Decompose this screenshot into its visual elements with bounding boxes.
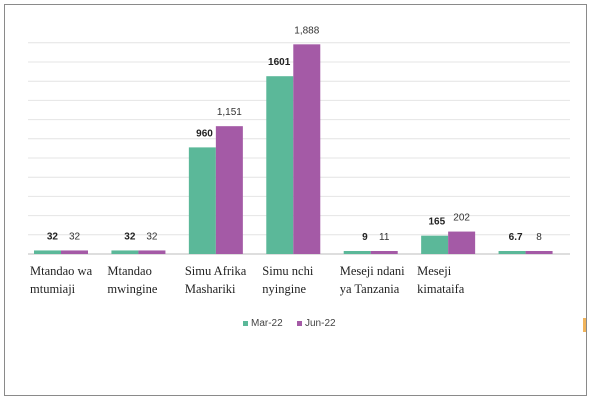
category-label: ya Tanzania: [340, 282, 400, 296]
legend-label: Mar-22: [251, 318, 283, 329]
bar-jun22-6: [525, 251, 553, 254]
bar-mar22-0: [34, 250, 61, 254]
category-label: kimataifa: [417, 282, 465, 296]
value-label: 32: [124, 231, 136, 242]
bar-mar22-4: [343, 251, 371, 254]
value-label: 202: [453, 213, 470, 224]
category-label: Mashariki: [185, 282, 236, 296]
legend-label: Jun-22: [305, 318, 336, 329]
value-label: 1601: [268, 57, 291, 68]
category-label: Simu nchi: [262, 264, 314, 278]
value-label: 32: [146, 231, 158, 242]
category-label: Meseji: [417, 264, 452, 278]
category-label: mwingine: [107, 282, 157, 296]
chart-frame: [4, 4, 587, 396]
legend-swatch: [243, 321, 248, 326]
value-label: 6.7: [509, 232, 523, 243]
bar-jun22-4: [370, 251, 398, 254]
value-label: 960: [196, 128, 213, 139]
value-label: 11: [379, 232, 390, 243]
bar-jun22-2: [215, 126, 243, 254]
bar-mar22-1: [111, 250, 139, 254]
category-label: Mtandao: [107, 264, 151, 278]
bar-jun22-5: [448, 231, 476, 254]
bar-jun22-3: [293, 44, 321, 255]
value-label: 32: [69, 231, 81, 242]
value-label: 1,151: [217, 107, 242, 118]
bars: [34, 44, 553, 255]
bar-mar22-3: [266, 76, 294, 254]
legend: Mar-22 Jun-22: [243, 318, 336, 329]
category-label: Mtandao wa: [30, 264, 93, 278]
legend-swatch: [297, 321, 302, 326]
value-label: 1,888: [294, 25, 319, 36]
category-label: Meseji ndani: [340, 264, 405, 278]
value-label: 32: [47, 231, 59, 242]
value-labels: 32 32 32 32 960 1,151 1601 1,888 9 11 165 202 6.7 8: [47, 25, 542, 243]
category-label: Simu Afrika: [185, 264, 247, 278]
bar-jun22-1: [138, 250, 166, 254]
bar-jun22-0: [61, 250, 88, 254]
edge-mark: [583, 318, 586, 332]
category-label: nyingine: [262, 282, 306, 296]
bar-mar22-5: [421, 235, 449, 254]
value-label: 9: [362, 232, 368, 243]
bar-mar22-2: [188, 147, 216, 254]
value-label: 8: [536, 232, 542, 243]
category-labels: Mtandao wa mtumiaji Mtandao mwingine Simu Af…: [30, 264, 465, 296]
category-label: mtumiaji: [30, 282, 76, 296]
bar-mar22-6: [498, 251, 526, 254]
value-label: 165: [428, 217, 445, 228]
